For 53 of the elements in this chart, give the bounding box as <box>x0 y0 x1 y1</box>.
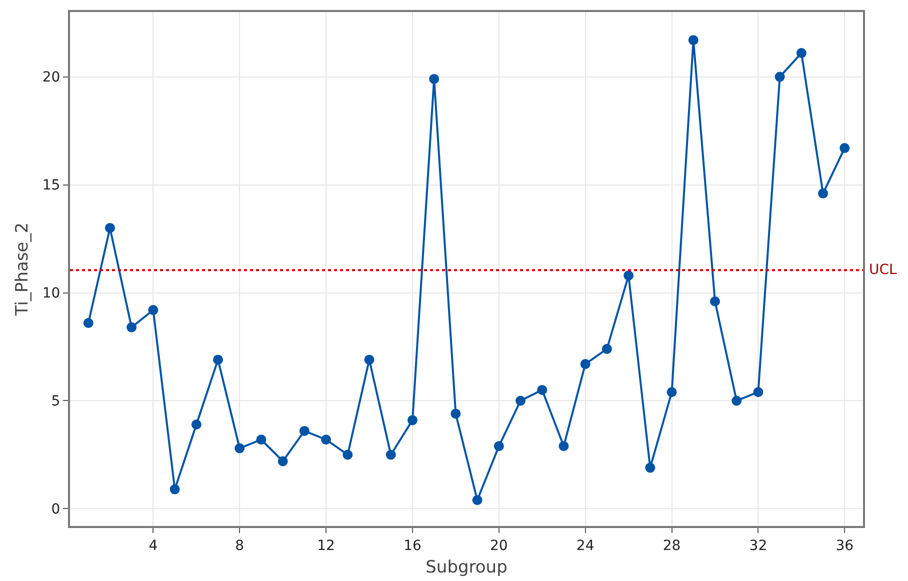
point <box>818 188 828 198</box>
x-tick-label: 4 <box>148 538 158 554</box>
y-tick-label: 0 <box>51 502 60 518</box>
x-tick-label: 16 <box>404 538 422 554</box>
point <box>624 270 634 280</box>
y-tick-label: 15 <box>42 178 60 194</box>
x-tick-label: 36 <box>836 538 854 554</box>
point <box>494 441 504 452</box>
point <box>710 296 720 306</box>
y-tick-label: 10 <box>42 286 60 302</box>
point <box>774 72 785 82</box>
point <box>840 143 850 154</box>
x-tick-label: 28 <box>662 538 681 554</box>
point <box>299 426 310 436</box>
y-tick-label: 5 <box>51 394 60 410</box>
point <box>342 450 353 460</box>
point <box>386 450 396 460</box>
point <box>753 387 764 398</box>
x-tick-label: 8 <box>235 538 244 554</box>
point <box>278 456 288 466</box>
point <box>645 462 656 473</box>
point <box>234 443 245 454</box>
point <box>472 495 482 506</box>
x-tick-label: 20 <box>490 538 508 554</box>
ref-line-label: UCL <box>869 262 898 278</box>
x-tick-label: 24 <box>576 538 594 554</box>
point <box>732 396 742 406</box>
x-axis-title: Subgroup <box>426 558 508 578</box>
point <box>537 384 548 395</box>
point <box>688 35 698 46</box>
point <box>516 396 526 406</box>
point <box>666 387 677 398</box>
point <box>364 354 374 365</box>
point <box>321 434 332 445</box>
point <box>796 48 806 58</box>
point <box>126 322 137 332</box>
point <box>83 318 94 328</box>
point <box>104 222 115 233</box>
point <box>407 415 418 426</box>
point <box>191 420 202 430</box>
point <box>450 408 461 419</box>
y-axis-title: Ti_Phase_2 <box>12 222 32 317</box>
point <box>580 359 590 370</box>
point <box>429 74 440 84</box>
point <box>256 434 266 445</box>
point <box>558 441 569 452</box>
point <box>213 354 224 365</box>
x-tick-label: 32 <box>749 538 768 554</box>
y-tick-label: 20 <box>42 70 60 86</box>
point <box>170 484 180 494</box>
point <box>148 305 158 316</box>
point <box>602 344 612 354</box>
x-tick-label: 12 <box>317 538 335 554</box>
